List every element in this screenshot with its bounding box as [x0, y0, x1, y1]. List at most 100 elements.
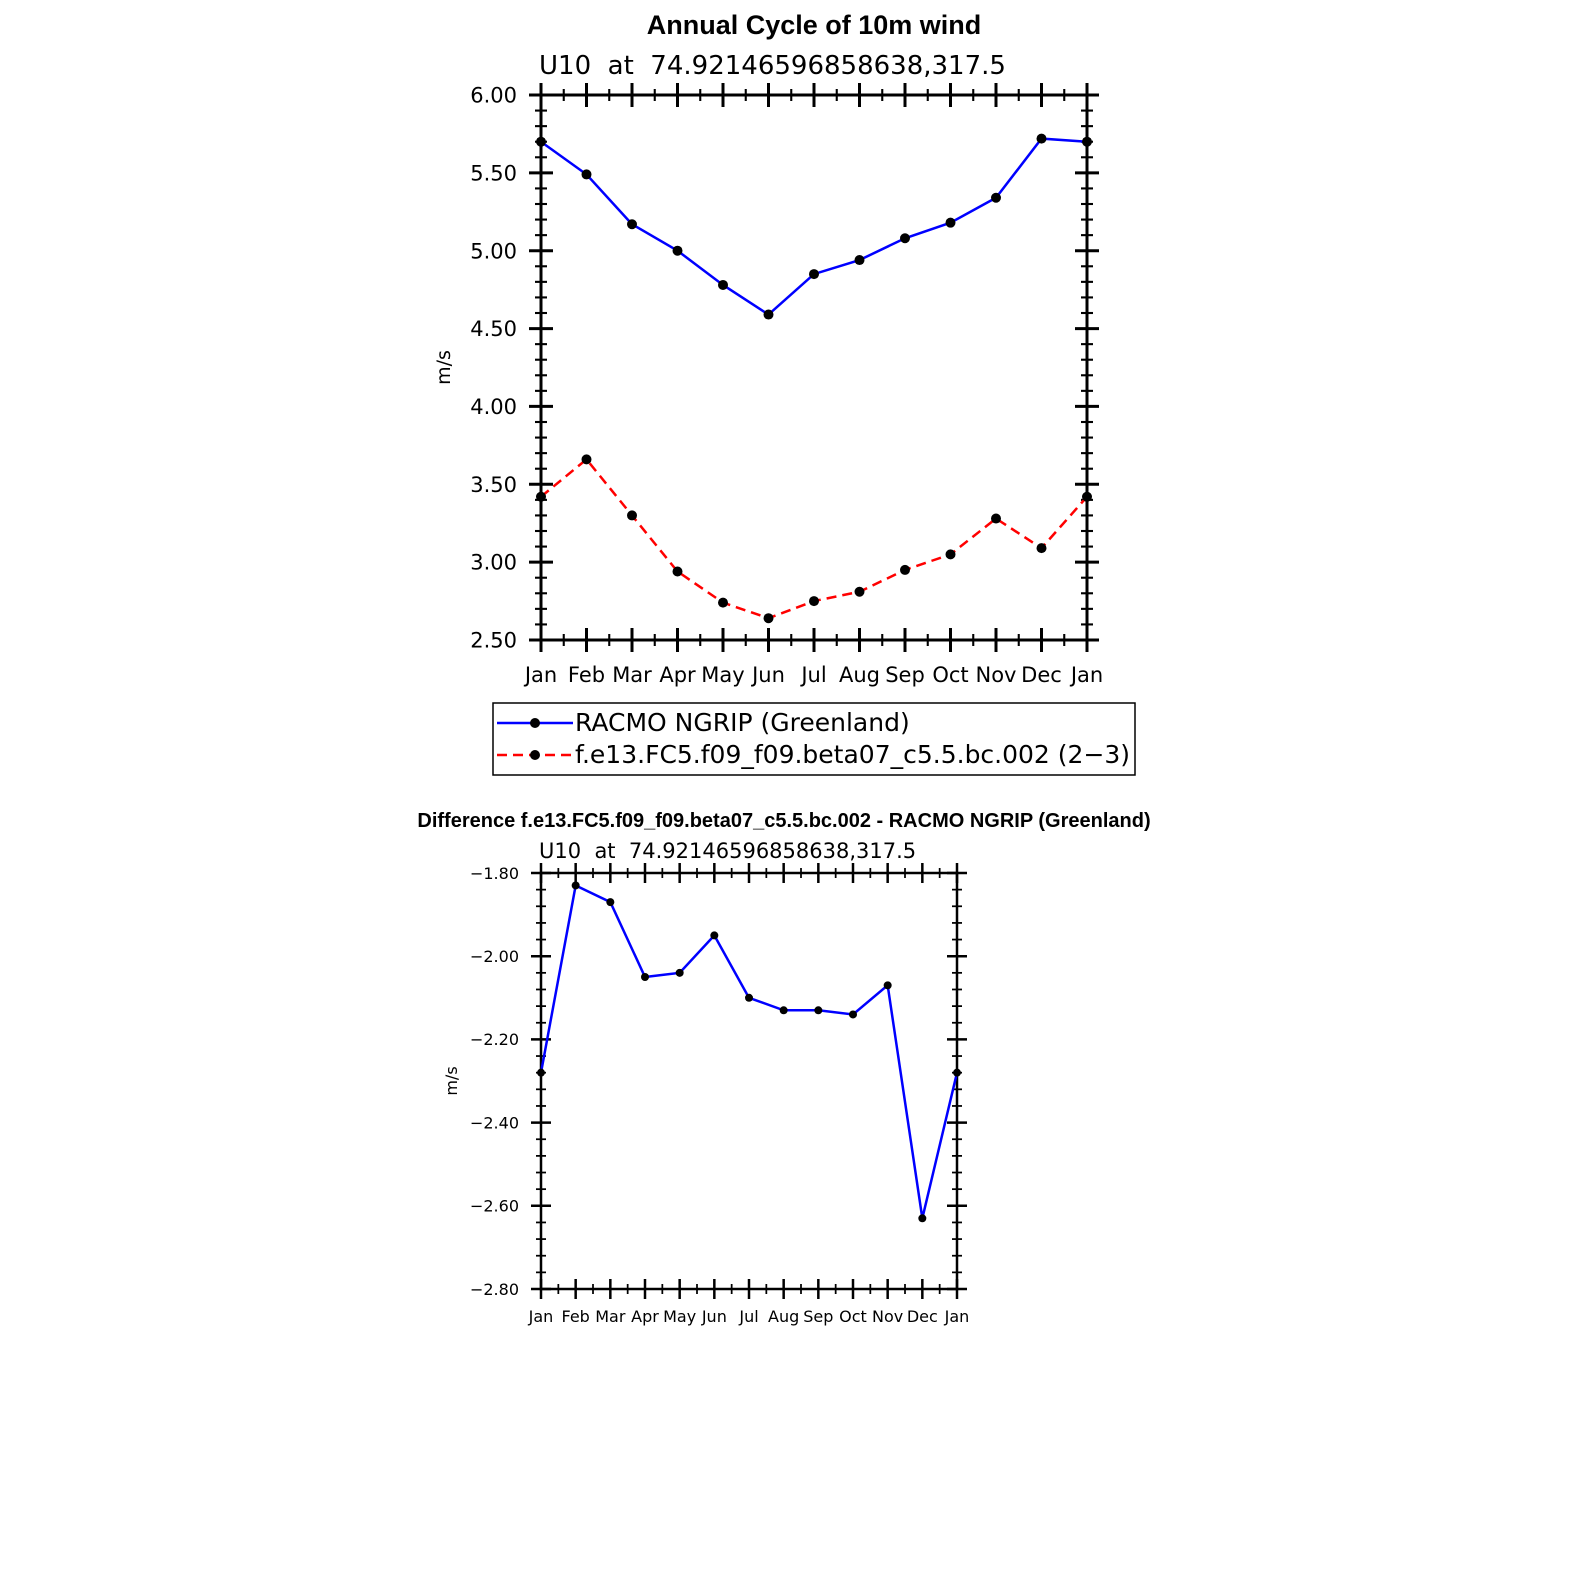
y-tick-label: 5.00 [470, 239, 517, 263]
series-line [540, 457, 1088, 620]
series-2 [536, 454, 1092, 624]
x-tick-label: Jan [1069, 663, 1103, 687]
series-line [540, 137, 1088, 317]
x-tick-label: Feb [568, 663, 605, 687]
y-tick-label: −2.20 [470, 1030, 519, 1049]
y-tick-label: 6.00 [470, 84, 517, 108]
x-tick-label: Aug [839, 663, 880, 687]
data-point [581, 454, 592, 465]
data-point [675, 968, 684, 977]
x-tick-label: Jan [528, 1307, 554, 1326]
x-tick-label: May [663, 1307, 696, 1326]
x-tick-label: May [701, 663, 744, 687]
y-tick-label: −2.40 [470, 1113, 519, 1132]
legend-entry: RACMO NGRIP (Greenland) [575, 708, 910, 737]
y-tick-label: −2.00 [470, 947, 519, 966]
data-point [1036, 133, 1047, 144]
data-point [809, 269, 819, 280]
x-tick-label: Jan [523, 663, 557, 687]
plot-frame [539, 93, 1089, 642]
chart-2: Difference f.e13.FC5.f09_f09.beta07_c5.5… [417, 810, 1150, 1326]
y-tick-label: 4.00 [470, 395, 517, 419]
y-axis-label: m/s [442, 1066, 461, 1095]
x-tick-label: Feb [562, 1307, 590, 1326]
data-point [1082, 491, 1092, 502]
x-tick-label: Jul [799, 663, 826, 687]
legend-marker [530, 718, 540, 728]
data-point [809, 596, 819, 607]
chart-title: Annual Cycle of 10m wind [647, 10, 982, 40]
data-point [991, 192, 1001, 203]
y-tick-label: −2.80 [470, 1280, 519, 1299]
legend-marker [530, 750, 540, 760]
data-point [745, 993, 753, 1002]
data-point [627, 510, 637, 521]
chart-title: Difference f.e13.FC5.f09_f09.beta07_c5.5… [417, 810, 1150, 832]
data-point [945, 217, 956, 228]
y-tick-label: 2.50 [470, 629, 517, 653]
data-point [672, 245, 683, 256]
series-1 [536, 133, 1092, 320]
legend-entry: f.e13.FC5.f09_f09.beta07_c5.5.bc.002 (2−… [575, 740, 1130, 769]
legend: RACMO NGRIP (Greenland) f.e13.FC5.f09_f09… [492, 702, 1136, 776]
x-tick-label: Apr [631, 1307, 659, 1326]
data-point [945, 549, 956, 560]
x-tick-label: Nov [976, 663, 1017, 687]
x-tick-label: Apr [659, 663, 696, 687]
data-point [710, 931, 719, 940]
chart-1: Annual Cycle of 10m wind U10 at 74.921465… [433, 10, 1136, 776]
y-axis-label: m/s [433, 350, 455, 385]
data-point [1082, 136, 1092, 147]
data-point [763, 613, 774, 624]
data-point [854, 586, 865, 597]
x-tick-label: Oct [839, 1307, 867, 1326]
y-tick-label: −2.60 [470, 1197, 519, 1216]
x-tick-label: Oct [932, 663, 968, 687]
x-tick-label: Mar [595, 1307, 626, 1326]
x-tick-label: Nov [872, 1307, 903, 1326]
data-point [953, 1068, 961, 1077]
x-tick-label: Sep [885, 663, 925, 687]
x-tick-label: Jul [738, 1307, 758, 1326]
data-point [918, 1214, 927, 1223]
x-tick-label: Dec [907, 1307, 938, 1326]
data-point [672, 566, 683, 577]
data-point [536, 491, 546, 502]
data-point [571, 881, 580, 890]
y-tick-label: 3.00 [470, 551, 517, 575]
x-tick-label: Jun [701, 1307, 727, 1326]
data-point [537, 1068, 545, 1077]
x-tick-label: Jun [750, 663, 785, 687]
data-point [641, 973, 649, 981]
chart-subtitle: U10 at 74.92146596858638,317.5 [539, 51, 1006, 81]
y-tick-label: 3.50 [470, 473, 517, 497]
data-point [718, 597, 728, 608]
data-point [536, 136, 546, 147]
x-tick-label: Jan [944, 1307, 970, 1326]
x-tick-label: Dec [1021, 663, 1062, 687]
legend-box [492, 702, 1136, 776]
y-tick-label: −1.80 [470, 864, 519, 883]
data-point [900, 564, 910, 575]
y-tick-label: 4.50 [470, 317, 517, 341]
data-point [763, 309, 774, 320]
chart-subtitle: U10 at 74.92146596858638,317.5 [539, 839, 916, 863]
data-point [718, 279, 728, 290]
data-point [849, 1010, 857, 1019]
data-point [606, 898, 615, 907]
y-tick-label: 5.50 [470, 161, 517, 185]
data-point [814, 1006, 823, 1015]
data-point [1036, 543, 1047, 554]
x-tick-label: Sep [803, 1307, 833, 1326]
series-line [539, 883, 959, 1219]
x-tick-label: Mar [612, 663, 652, 687]
data-point [581, 169, 592, 180]
data-point [883, 981, 892, 990]
data-point [854, 255, 865, 266]
data-point [991, 513, 1001, 524]
data-point [779, 1006, 788, 1015]
series-1 [537, 881, 961, 1223]
x-tick-label: Aug [768, 1307, 799, 1326]
data-point [900, 233, 910, 244]
